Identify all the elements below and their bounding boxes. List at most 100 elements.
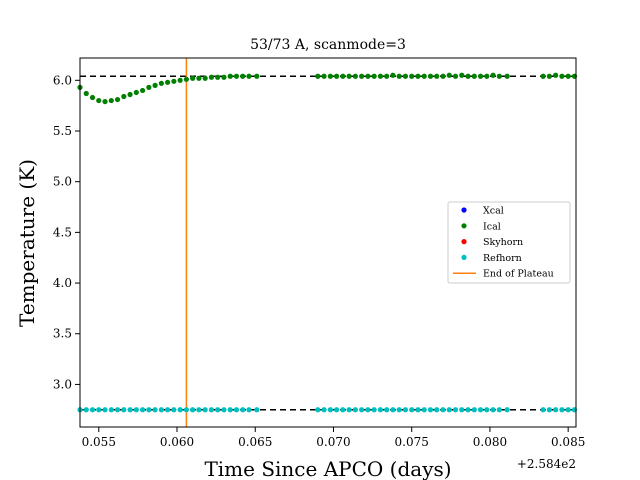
ical-point bbox=[559, 73, 565, 79]
refhorn-point bbox=[221, 407, 227, 413]
ical-point bbox=[327, 73, 333, 79]
ical-point bbox=[377, 73, 384, 79]
refhorn-point bbox=[409, 407, 415, 413]
ical-point bbox=[334, 73, 340, 79]
ical-point bbox=[254, 73, 260, 79]
refhorn-point bbox=[171, 407, 177, 413]
refhorn-point bbox=[227, 407, 233, 413]
refhorn-point bbox=[96, 407, 102, 413]
refhorn-point bbox=[434, 407, 440, 413]
x-tick-label: 0.055 bbox=[82, 435, 116, 449]
ical-point bbox=[440, 73, 446, 79]
ical-point bbox=[546, 73, 553, 79]
legend-label: Refhorn bbox=[483, 253, 522, 264]
refhorn-point bbox=[477, 407, 484, 413]
x-tick-label: 0.085 bbox=[551, 435, 585, 449]
x-tick-label: 0.060 bbox=[160, 435, 194, 449]
refhorn-point bbox=[452, 407, 459, 413]
refhorn-point bbox=[540, 407, 546, 413]
legend-marker bbox=[461, 239, 467, 245]
legend-entries: Xcal Ical Skyhorn Refhorn End of Plateau bbox=[453, 206, 554, 280]
refhorn-point bbox=[240, 407, 246, 413]
ical-point bbox=[133, 89, 139, 96]
ical-point bbox=[459, 72, 465, 78]
refhorn-point bbox=[440, 407, 446, 413]
refhorn-point bbox=[165, 407, 171, 413]
refhorn-point bbox=[465, 407, 471, 413]
refhorn-point bbox=[471, 407, 477, 413]
ical-point bbox=[384, 73, 390, 79]
ical-point bbox=[490, 72, 496, 78]
y-axis-label: Temperature (K) bbox=[15, 159, 39, 327]
legend-label: Ical bbox=[483, 221, 501, 232]
ical-point bbox=[471, 73, 477, 79]
legend-box bbox=[447, 201, 571, 284]
refhorn-point bbox=[565, 407, 571, 413]
ical-point bbox=[127, 91, 133, 98]
refhorn-point bbox=[377, 407, 384, 413]
refhorn-point bbox=[83, 407, 89, 413]
ical-point bbox=[321, 73, 327, 79]
ical-point bbox=[390, 72, 396, 78]
x-axis-label: Time Since APCO (days) bbox=[204, 457, 451, 480]
ical-point bbox=[158, 80, 164, 86]
y-tick-label: 5.5 bbox=[53, 124, 72, 138]
legend: Xcal Ical Skyhorn Refhorn End of Plateau bbox=[447, 201, 571, 284]
ical-point bbox=[246, 73, 252, 79]
ical-point bbox=[221, 74, 227, 80]
refhorn-point bbox=[421, 407, 427, 413]
ical-point bbox=[121, 93, 127, 100]
refhorn-point bbox=[89, 407, 96, 413]
y-tick-label: 5.0 bbox=[53, 175, 72, 189]
refhorn-point bbox=[446, 407, 452, 413]
ical-point bbox=[240, 73, 246, 79]
ical-point bbox=[108, 97, 114, 104]
ical-point bbox=[190, 75, 196, 81]
plot-frame bbox=[79, 57, 577, 428]
refhorn-point bbox=[559, 407, 565, 413]
refhorn-point bbox=[208, 407, 215, 413]
ical-point bbox=[371, 73, 377, 79]
refhorn-point bbox=[484, 407, 490, 413]
ical-point bbox=[421, 73, 427, 79]
x-axis: 0.055 0.060 0.065 0.070 0.075 0.080 0.085 bbox=[82, 427, 585, 449]
refhorn-point bbox=[246, 407, 252, 413]
y-tick-label: 3.5 bbox=[53, 327, 72, 341]
y-tick-label: 6.0 bbox=[53, 73, 72, 87]
refhorn-point bbox=[427, 407, 434, 413]
ical-point bbox=[152, 82, 158, 88]
refhorn-point bbox=[102, 407, 108, 413]
refhorn-point bbox=[183, 407, 189, 413]
refhorn-point bbox=[121, 407, 127, 413]
refhorn-point bbox=[504, 407, 510, 413]
refhorn-point bbox=[346, 407, 352, 413]
ical-point bbox=[340, 73, 346, 79]
y-axis: 3.0 3.5 4.0 4.5 5.0 5.5 6.0 bbox=[53, 73, 80, 391]
ical-point bbox=[365, 73, 371, 79]
refhorn-point bbox=[553, 407, 559, 413]
ical-point bbox=[352, 73, 358, 79]
ical-point bbox=[83, 90, 89, 97]
ical-point bbox=[208, 74, 215, 80]
refhorn-point bbox=[327, 407, 333, 413]
refhorn-point bbox=[546, 407, 553, 413]
legend-label: Xcal bbox=[483, 206, 504, 217]
chart-title: 53/73 A, scanmode=3 bbox=[250, 37, 406, 53]
ical-point bbox=[346, 73, 352, 79]
y-tick-label: 3.0 bbox=[53, 377, 72, 391]
legend-marker bbox=[461, 207, 467, 213]
ical-point bbox=[96, 97, 102, 104]
ical-point bbox=[427, 73, 434, 79]
refhorn-point bbox=[365, 407, 371, 413]
refhorn-point bbox=[396, 407, 402, 413]
refhorn-point bbox=[352, 407, 358, 413]
legend-marker bbox=[461, 223, 467, 229]
ical-point bbox=[465, 73, 471, 79]
ical-point bbox=[484, 73, 490, 79]
refhorn-point bbox=[196, 407, 202, 413]
refhorn-point bbox=[459, 407, 465, 413]
refhorn-point bbox=[402, 407, 409, 413]
ical-point bbox=[496, 73, 502, 79]
refhorn-point bbox=[334, 407, 340, 413]
